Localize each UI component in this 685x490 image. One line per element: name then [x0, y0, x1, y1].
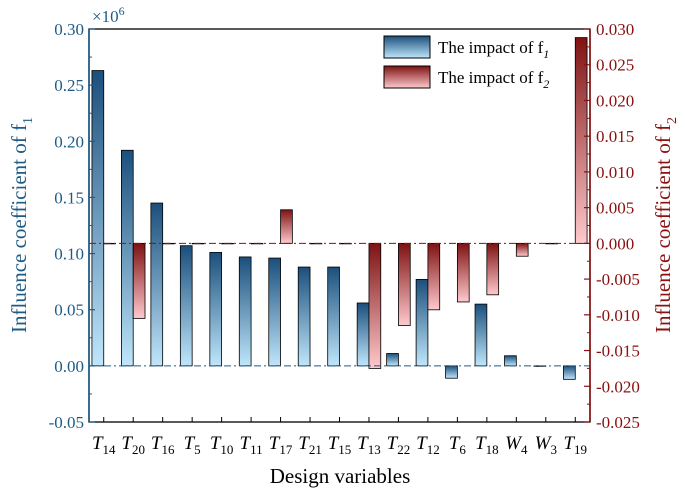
bar-f1-5 [238, 256, 252, 367]
left-tick-label: -0.05 [49, 413, 84, 432]
left-axis: -0.05 0.00 0.05 0.10 0.15 0.20 0.25 0.30 [49, 20, 95, 432]
bar-f2-6 [280, 209, 293, 244]
x-tick-label: T5 [184, 433, 201, 457]
bar-f2-10 [398, 242, 411, 326]
right-tick-label: 0.030 [596, 20, 634, 39]
left-tick-label: 0.05 [54, 301, 84, 320]
bar-f1-1 [121, 149, 134, 367]
bar-f1-7 [297, 266, 311, 367]
right-tick-label: 0.020 [596, 91, 634, 110]
legend-swatch-f2 [383, 65, 431, 89]
right-tick-label: 0.000 [596, 234, 634, 253]
x-tick-label: T15 [328, 433, 352, 457]
bar-f1-6 [268, 257, 281, 367]
bar-f1-14 [504, 355, 517, 367]
bar-f2-13 [486, 242, 500, 296]
x-tick-label: T18 [475, 433, 499, 457]
left-tick-label: 0.20 [54, 132, 84, 151]
legend-label-f2: The impact of f2 [438, 68, 549, 91]
bar-f1-8 [327, 266, 340, 367]
bar-f1-4 [209, 252, 223, 367]
x-tick-label: T12 [416, 433, 440, 457]
bar-f1-0 [91, 70, 105, 367]
right-tick-label: 0.010 [596, 163, 634, 182]
bar-f1-3 [179, 245, 193, 367]
bar-f2-9 [368, 242, 382, 369]
x-tick-label: T21 [298, 433, 322, 457]
x-tick-label: T20 [121, 433, 145, 457]
bar-f2-16 [574, 37, 588, 244]
bar-f1-16 [563, 365, 576, 380]
x-tick-label: T6 [449, 433, 467, 457]
bar-f1-2 [150, 202, 164, 367]
y-axis-left-title: Influence coefficient of f1 [7, 117, 36, 333]
right-tick-label: 0.025 [596, 56, 634, 75]
left-tick-label: 0.30 [54, 20, 84, 39]
right-tick-label: -0.010 [596, 306, 640, 325]
x-tick-label: T19 [563, 433, 587, 457]
right-tick-label: 0.005 [596, 199, 634, 218]
bar-f2-1 [132, 242, 146, 319]
bar-f2-12 [456, 242, 470, 303]
legend-label-f1: The impact of f1 [438, 38, 549, 61]
bar-f1-13 [474, 303, 488, 367]
x-tick-label: T17 [269, 433, 293, 457]
x-tick-label: T13 [357, 433, 381, 457]
bar-f1-12 [445, 365, 458, 379]
x-axis-title: Design variables [270, 464, 411, 488]
right-tick-label: -0.025 [596, 413, 640, 432]
x-tick-label: T14 [92, 433, 116, 457]
y-axis-right-title: Influence coefficient of f2 [651, 117, 680, 333]
x-tick-label: T10 [210, 433, 234, 457]
right-tick-label: 0.015 [596, 127, 634, 146]
legend-swatch-f1 [383, 35, 431, 59]
bars-group [91, 37, 588, 380]
bar-f2-11 [427, 242, 441, 311]
legend: The impact of f1 The impact of f2 [383, 35, 549, 91]
x-tick-label: T11 [240, 433, 263, 457]
left-tick-label: 0.10 [54, 245, 84, 264]
bar-f1-11 [415, 278, 429, 367]
right-tick-label: -0.005 [596, 270, 640, 289]
left-multiplier: ×106 [92, 4, 125, 26]
right-axis: -0.025 -0.020 -0.015 -0.010 -0.005 0.000 0.005… [584, 20, 640, 432]
left-tick-label: 0.25 [54, 76, 84, 95]
x-tick-label: T22 [387, 433, 411, 457]
left-tick-label: 0.00 [54, 357, 84, 376]
bar-f1-10 [386, 353, 399, 367]
left-tick-label: 0.15 [54, 188, 84, 207]
bar-f2-14 [515, 242, 529, 257]
x-axis: T14 T20 T16 T5 T10 T11 T17 T21 T15 T13 T22 T12 T6 T18… [92, 417, 587, 457]
right-tick-label: -0.015 [596, 342, 640, 361]
x-tick-label: W3 [535, 433, 557, 457]
reference-lines [89, 242, 590, 367]
x-tick-label: T16 [151, 433, 175, 457]
right-tick-label: -0.020 [596, 377, 640, 396]
bar-f1-9 [356, 302, 370, 367]
x-tick-label: W4 [505, 433, 528, 457]
